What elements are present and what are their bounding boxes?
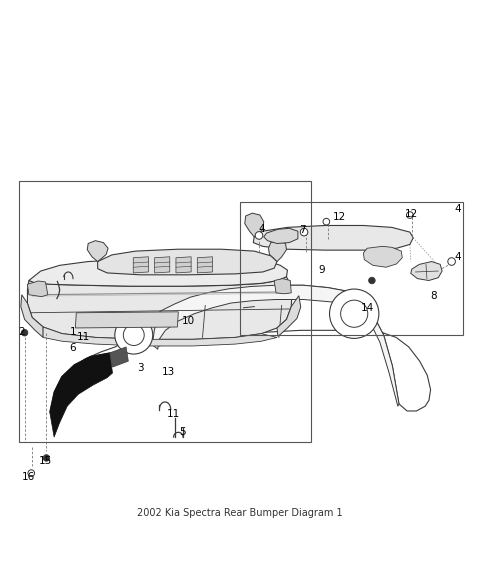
Polygon shape <box>264 229 298 244</box>
Text: 1: 1 <box>70 327 76 337</box>
Circle shape <box>325 220 328 223</box>
Circle shape <box>408 213 411 216</box>
Text: 11: 11 <box>167 409 180 419</box>
Circle shape <box>369 277 375 284</box>
Text: 2002 Kia Spectra Rear Bumper Diagram 1: 2002 Kia Spectra Rear Bumper Diagram 1 <box>137 508 343 518</box>
Circle shape <box>255 231 263 239</box>
Polygon shape <box>253 226 413 250</box>
Polygon shape <box>43 327 277 346</box>
Text: 10: 10 <box>182 316 195 326</box>
Polygon shape <box>27 281 48 296</box>
Circle shape <box>302 230 306 234</box>
Polygon shape <box>274 278 291 294</box>
Circle shape <box>123 325 144 346</box>
Polygon shape <box>87 241 108 262</box>
Polygon shape <box>29 259 288 286</box>
Polygon shape <box>176 257 191 273</box>
Circle shape <box>257 234 261 237</box>
Polygon shape <box>245 213 264 237</box>
Circle shape <box>450 260 453 263</box>
Circle shape <box>323 218 330 225</box>
Text: 16: 16 <box>22 472 36 483</box>
Circle shape <box>43 455 50 461</box>
Circle shape <box>28 470 35 476</box>
Text: 12: 12 <box>405 209 419 219</box>
Text: 8: 8 <box>430 291 437 300</box>
Polygon shape <box>152 285 399 406</box>
Text: 7: 7 <box>300 225 306 235</box>
Polygon shape <box>75 312 179 328</box>
Polygon shape <box>411 262 442 281</box>
Circle shape <box>448 258 456 265</box>
Polygon shape <box>97 249 277 275</box>
Polygon shape <box>133 257 148 273</box>
Text: 3: 3 <box>137 363 144 374</box>
Circle shape <box>330 289 379 338</box>
Text: 2: 2 <box>18 327 25 337</box>
Circle shape <box>21 329 28 336</box>
Circle shape <box>341 300 368 327</box>
Text: 6: 6 <box>70 343 76 353</box>
Text: 14: 14 <box>360 303 374 313</box>
Text: 15: 15 <box>39 456 52 466</box>
Polygon shape <box>50 353 112 437</box>
Circle shape <box>30 472 33 474</box>
Text: 12: 12 <box>333 212 346 222</box>
Circle shape <box>300 229 308 236</box>
Polygon shape <box>50 273 431 412</box>
Bar <box>240 202 463 335</box>
Text: 11: 11 <box>77 332 90 342</box>
Polygon shape <box>110 347 128 367</box>
Polygon shape <box>21 295 43 338</box>
Polygon shape <box>268 241 287 262</box>
Polygon shape <box>155 257 170 273</box>
Text: 5: 5 <box>179 427 185 437</box>
Polygon shape <box>363 246 402 267</box>
Polygon shape <box>197 257 213 273</box>
Text: 13: 13 <box>162 367 176 376</box>
Text: 9: 9 <box>318 264 325 274</box>
Text: 4: 4 <box>258 224 264 234</box>
Polygon shape <box>27 277 292 339</box>
Text: 4: 4 <box>454 252 461 262</box>
Circle shape <box>115 316 153 354</box>
Bar <box>19 181 311 442</box>
Text: 4: 4 <box>454 204 461 215</box>
Circle shape <box>407 212 413 218</box>
Polygon shape <box>277 296 301 336</box>
